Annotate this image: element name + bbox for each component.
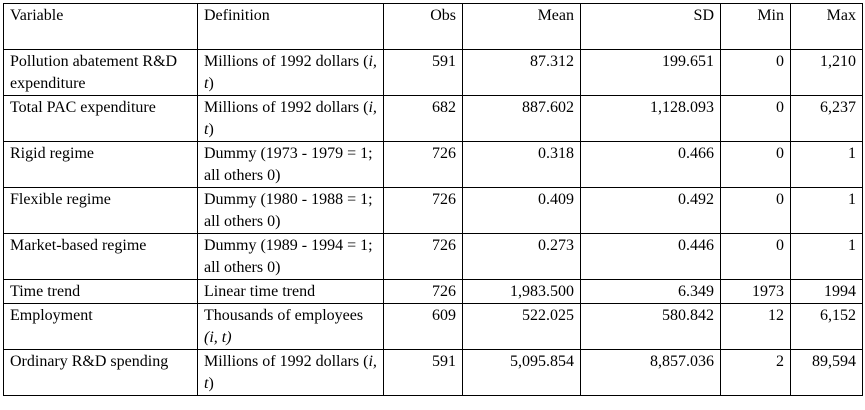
value-cell: 0.318 bbox=[462, 141, 581, 188]
value-cell: 1,210 bbox=[790, 49, 863, 96]
value-cell: 6,152 bbox=[790, 303, 863, 350]
definition-part: Thousands of employees bbox=[204, 307, 364, 324]
value-cell: 1994 bbox=[790, 279, 863, 304]
value-cell: 2 bbox=[720, 349, 791, 396]
value-cell: 580.842 bbox=[580, 303, 721, 350]
value-cell: 87.312 bbox=[462, 49, 581, 96]
value-cell: 726 bbox=[383, 187, 463, 234]
definition-cell: Dummy (1980 - 1988 = 1; all others 0) bbox=[197, 187, 384, 234]
value-cell: 1 bbox=[790, 187, 863, 234]
table-row: Total PAC expenditure Millions of 1992 do… bbox=[3, 95, 863, 142]
header-row: Variable Definition Obs Mean SD Min Max bbox=[3, 3, 863, 50]
value-cell: 1 bbox=[790, 233, 863, 280]
value-cell: 0 bbox=[720, 141, 791, 188]
table-row: Ordinary R&D spending Millions of 1992 do… bbox=[3, 349, 863, 396]
value-cell: 1973 bbox=[720, 279, 791, 304]
value-cell: 0.446 bbox=[580, 233, 721, 280]
variable-cell: Pollution abatement R&D expenditure bbox=[3, 49, 198, 96]
value-cell: 1,128.093 bbox=[580, 95, 721, 142]
variable-cell: Rigid regime bbox=[3, 141, 198, 188]
value-cell: 0 bbox=[720, 95, 791, 142]
value-cell: 591 bbox=[383, 349, 463, 396]
value-cell: 1,983.500 bbox=[462, 279, 581, 304]
variable-cell: Employment bbox=[3, 303, 198, 350]
value-cell: 609 bbox=[383, 303, 463, 350]
definition-part: i, t bbox=[204, 99, 377, 138]
definition-cell: Millions of 1992 dollars (i, t) bbox=[197, 95, 384, 142]
definition-cell: Millions of 1992 dollars (i, t) bbox=[197, 349, 384, 396]
variable-cell: Time trend bbox=[3, 279, 198, 304]
value-cell: 1 bbox=[790, 141, 863, 188]
table-body: Pollution abatement R&D expenditure Milli… bbox=[3, 49, 863, 396]
value-cell: 0 bbox=[720, 233, 791, 280]
value-cell: 8,857.036 bbox=[580, 349, 721, 396]
table-row: Pollution abatement R&D expenditure Milli… bbox=[3, 49, 863, 96]
table-row: Time trend Linear time trend 726 1,983.500 6… bbox=[3, 279, 863, 304]
definition-part: Dummy (1973 - 1979 = 1; all others 0) bbox=[204, 145, 373, 184]
value-cell: 591 bbox=[383, 49, 463, 96]
value-cell: 0.273 bbox=[462, 233, 581, 280]
header-cell: Obs bbox=[383, 3, 463, 50]
header-cell: Min bbox=[720, 3, 791, 50]
definition-cell: Dummy (1989 - 1994 = 1; all others 0) bbox=[197, 233, 384, 280]
value-cell: 0.492 bbox=[580, 187, 721, 234]
value-cell: 0 bbox=[720, 49, 791, 96]
definition-cell: Linear time trend bbox=[197, 279, 384, 304]
value-cell: 5,095.854 bbox=[462, 349, 581, 396]
header-cell: Definition bbox=[197, 3, 384, 50]
table-row: Market-based regime Dummy (1989 - 1994 = … bbox=[3, 233, 863, 280]
value-cell: 726 bbox=[383, 279, 463, 304]
variable-cell: Ordinary R&D spending bbox=[3, 349, 198, 396]
definition-part: Millions of 1992 dollars ( bbox=[204, 53, 369, 70]
table-row: Flexible regime Dummy (1980 - 1988 = 1; a… bbox=[3, 187, 863, 234]
variable-cell: Flexible regime bbox=[3, 187, 198, 234]
definition-part: i, t bbox=[204, 353, 377, 392]
value-cell: 0.466 bbox=[580, 141, 721, 188]
value-cell: 12 bbox=[720, 303, 791, 350]
value-cell: 6.349 bbox=[580, 279, 721, 304]
value-cell: 887.602 bbox=[462, 95, 581, 142]
definition-part: Millions of 1992 dollars ( bbox=[204, 99, 369, 116]
value-cell: 199.651 bbox=[580, 49, 721, 96]
header-cell: SD bbox=[580, 3, 721, 50]
table-row: Employment Thousands of employees (i, t) 6… bbox=[3, 303, 863, 350]
definition-part: ) bbox=[208, 75, 214, 92]
value-cell: 89,594 bbox=[790, 349, 863, 396]
definition-cell: Dummy (1973 - 1979 = 1; all others 0) bbox=[197, 141, 384, 188]
value-cell: 0.409 bbox=[462, 187, 581, 234]
header-cell: Mean bbox=[462, 3, 581, 50]
definition-part: (i, t) bbox=[204, 329, 232, 346]
definition-part: Millions of 1992 dollars ( bbox=[204, 353, 369, 370]
variable-cell: Total PAC expenditure bbox=[3, 95, 198, 142]
value-cell: 0 bbox=[720, 187, 791, 234]
definition-part: i, t bbox=[204, 53, 377, 92]
definition-part: Linear time trend bbox=[204, 283, 316, 300]
summary-table: Variable Definition Obs Mean SD Min Max Pollut… bbox=[3, 3, 863, 396]
definition-part: ) bbox=[208, 375, 214, 392]
header-cell: Variable bbox=[3, 3, 198, 50]
definition-part: Dummy (1989 - 1994 = 1; all others 0) bbox=[204, 237, 373, 276]
value-cell: 726 bbox=[383, 233, 463, 280]
value-cell: 682 bbox=[383, 95, 463, 142]
definition-part: ) bbox=[208, 121, 214, 138]
value-cell: 522.025 bbox=[462, 303, 581, 350]
value-cell: 6,237 bbox=[790, 95, 863, 142]
definition-cell: Thousands of employees (i, t) bbox=[197, 303, 384, 350]
definition-cell: Millions of 1992 dollars (i, t) bbox=[197, 49, 384, 96]
table-row: Rigid regime Dummy (1973 - 1979 = 1; all … bbox=[3, 141, 863, 188]
variable-cell: Market-based regime bbox=[3, 233, 198, 280]
header-cell: Max bbox=[790, 3, 863, 50]
value-cell: 726 bbox=[383, 141, 463, 188]
definition-part: Dummy (1980 - 1988 = 1; all others 0) bbox=[204, 191, 373, 230]
